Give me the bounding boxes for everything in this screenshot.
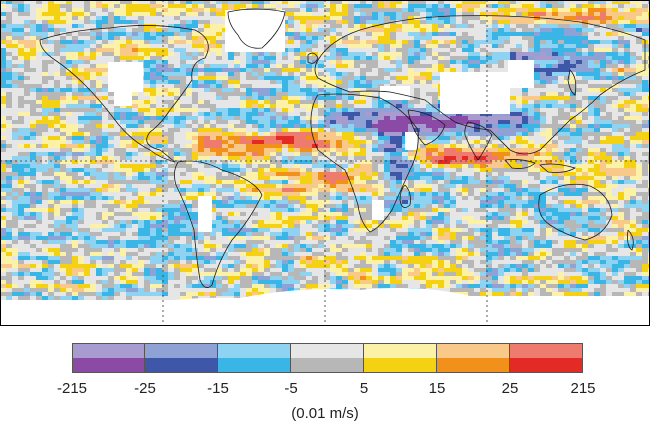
colorbar-tick-label: -25 — [134, 380, 156, 397]
colorbar-swatch-4-light — [364, 343, 437, 358]
colorbar-tick-label: -215 — [56, 380, 88, 397]
colorbar-swatch-6-dark — [510, 358, 583, 373]
colorbar-swatch-1-dark — [145, 358, 218, 373]
colorbar-tick-label: -15 — [207, 380, 229, 397]
colorbar-swatch-2-light — [218, 343, 291, 358]
colorbar — [72, 343, 583, 373]
colorbar-tick-label: 215 — [570, 380, 596, 397]
colorbar-swatch-5-light — [437, 343, 510, 358]
colorbar-tick-label: 5 — [359, 380, 369, 397]
colorbar-swatch-0-dark — [72, 358, 145, 373]
colorbar-swatch-4-dark — [364, 358, 437, 373]
colorbar-swatch-2-dark — [218, 358, 291, 373]
colorbar-tick-label: 25 — [501, 380, 519, 397]
colorbar-swatch-5-dark — [437, 358, 510, 373]
colorbar-tick-label: 15 — [428, 380, 446, 397]
colorbar-tick-label: -5 — [284, 380, 298, 397]
colorbar-swatch-0-light — [72, 343, 145, 358]
anomaly-field — [0, 0, 650, 326]
colorbar-unit-label: (0.01 m/s) — [291, 405, 359, 422]
anomaly-map — [0, 0, 650, 326]
colorbar-swatch-1-light — [145, 343, 218, 358]
colorbar-swatch-3-light — [291, 343, 364, 358]
colorbar-swatch-3-dark — [291, 358, 364, 373]
map-canvas — [0, 0, 650, 326]
graticule — [0, 0, 650, 326]
colorbar-swatch-6-light — [510, 343, 583, 358]
coastlines — [39, 8, 646, 288]
